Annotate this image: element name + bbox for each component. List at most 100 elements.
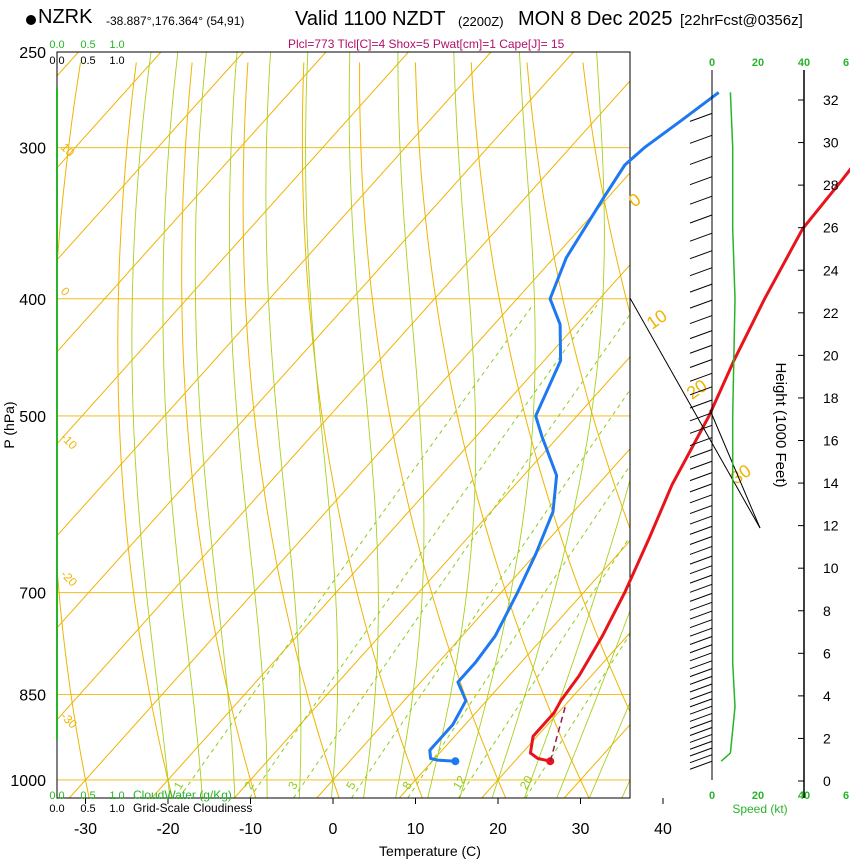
wind-barb	[689, 636, 713, 645]
wind-barb	[689, 668, 713, 678]
wind-barb	[689, 610, 713, 620]
wind-barb	[689, 267, 713, 277]
dry-adiabat-label: 30	[727, 460, 755, 488]
wind-barb	[689, 619, 713, 629]
height-tick-label: 0	[823, 773, 831, 789]
wind-barb	[689, 583, 713, 593]
valid-date: MON 8 Dec 2025	[518, 8, 673, 30]
wind-barb	[689, 565, 713, 575]
wind-barb	[689, 283, 713, 293]
wind-barb	[689, 515, 713, 525]
cloud-water-bottom-tick: 1.0	[109, 790, 124, 802]
wind-barb	[689, 460, 713, 470]
sounding-params: Plcl=773 Tlcl[C]=4 Shox=5 Pwat[cm]=1 Cap…	[288, 37, 565, 51]
pressure-tick-label: 250	[19, 45, 46, 62]
isotherm-line	[316, 448, 630, 798]
wind-barb	[689, 472, 713, 482]
wind-barb	[689, 372, 713, 382]
wind-barb	[689, 134, 713, 144]
dry-adiabat-line	[750, 62, 850, 798]
wind-barb	[689, 644, 713, 654]
isotherm-label: -20	[58, 567, 80, 589]
wind-barb	[689, 250, 713, 260]
wind-barb	[689, 747, 713, 757]
height-tick-label: 30	[823, 135, 839, 151]
height-tick-label: 2	[823, 730, 831, 746]
wind-barb	[689, 494, 713, 504]
height-tick-label: 6	[823, 645, 831, 661]
moist-adiabat-line	[348, 52, 379, 798]
height-tick-label: 28	[823, 177, 839, 193]
temp-tick-label: 40	[654, 821, 672, 838]
wind-barb	[689, 574, 713, 584]
cloudiness-top-tick: 1.0	[109, 55, 124, 67]
wind-barb	[689, 720, 713, 729]
temp-tick-label: 30	[572, 821, 590, 838]
wind-barb	[689, 359, 713, 368]
isotherm-line	[151, 264, 630, 798]
wind-barb	[689, 698, 713, 708]
pressure-tick-label: 500	[19, 409, 46, 426]
dry-adiabat-line	[181, 62, 257, 798]
temp-tick-label: -20	[156, 821, 179, 838]
wind-barb	[689, 505, 713, 515]
moist-adiabat-line	[491, 52, 605, 798]
surface-dewpoint-point	[451, 757, 460, 766]
dry-adiabat-line	[526, 62, 630, 530]
isotherm-line	[647, 52, 850, 798]
mixing-ratio-line	[458, 535, 630, 798]
temperature-axis-title: Temperature (C)	[379, 843, 481, 859]
height-tick-label: 24	[823, 262, 839, 278]
cloud-water-bottom-tick: 0.5	[80, 790, 95, 802]
moist-adiabat-line	[265, 52, 302, 798]
moist-adiabat-line	[162, 52, 203, 798]
height-tick-label: 10	[823, 560, 839, 576]
boundary-line	[629, 297, 761, 529]
valid-time-utc: (2200Z)	[458, 14, 504, 29]
wind-barb	[689, 754, 713, 764]
height-tick-label: 26	[823, 220, 839, 236]
moist-adiabat-line	[523, 478, 630, 798]
wind-barb	[689, 315, 713, 325]
dry-adiabat-line	[301, 62, 423, 798]
mixing-ratio-line	[178, 305, 534, 798]
dry-adiabat-line	[582, 62, 630, 316]
moist-adiabat-line	[194, 52, 236, 798]
height-tick-label: 4	[823, 688, 831, 704]
wind-barb	[689, 740, 713, 750]
moist-adiabat-line	[228, 52, 268, 798]
wind-speed-profile	[720, 92, 736, 762]
temp-tick-label: -30	[74, 821, 97, 838]
speed-top-tick: 40	[798, 57, 810, 69]
isotherm-line	[68, 172, 630, 798]
cloud-water-bottom-tick: 0.0	[49, 790, 64, 802]
wind-barb	[689, 483, 713, 493]
height-tick-label: 20	[823, 347, 839, 363]
mixing-ratio-label: 12	[450, 773, 469, 792]
wind-barb	[689, 214, 713, 224]
speed-bottom-tick: 20	[752, 790, 764, 802]
dry-adiabat-line	[57, 62, 90, 798]
speed-axis-title: Speed (kt)	[732, 802, 787, 816]
isotherm-line	[57, 52, 327, 353]
speed-bottom-tick: 6	[843, 790, 849, 802]
isotherm-line	[481, 632, 630, 798]
wind-barb	[689, 760, 713, 770]
dry-adiabat-line	[117, 62, 173, 798]
wind-barb	[689, 449, 713, 458]
wind-barb	[689, 660, 713, 670]
speed-top-tick: 0	[709, 57, 715, 69]
speed-top-tick: 6	[843, 57, 849, 69]
moist-adiabat-line	[305, 52, 339, 798]
cloud-water-top-tick: 0.5	[80, 39, 95, 51]
mixing-ratio-label: 20	[517, 773, 536, 792]
wind-barb	[689, 601, 713, 611]
moist-adiabat-line	[395, 52, 425, 798]
moist-adiabat-line	[556, 609, 630, 798]
mixing-ratio-line	[525, 633, 630, 798]
wind-barb	[689, 176, 713, 186]
isotherm-label: -30	[58, 709, 80, 731]
dry-adiabat-line	[359, 62, 507, 798]
valid-time: Valid 1100 NZDT	[295, 8, 446, 30]
temp-tick-label: -10	[239, 821, 262, 838]
